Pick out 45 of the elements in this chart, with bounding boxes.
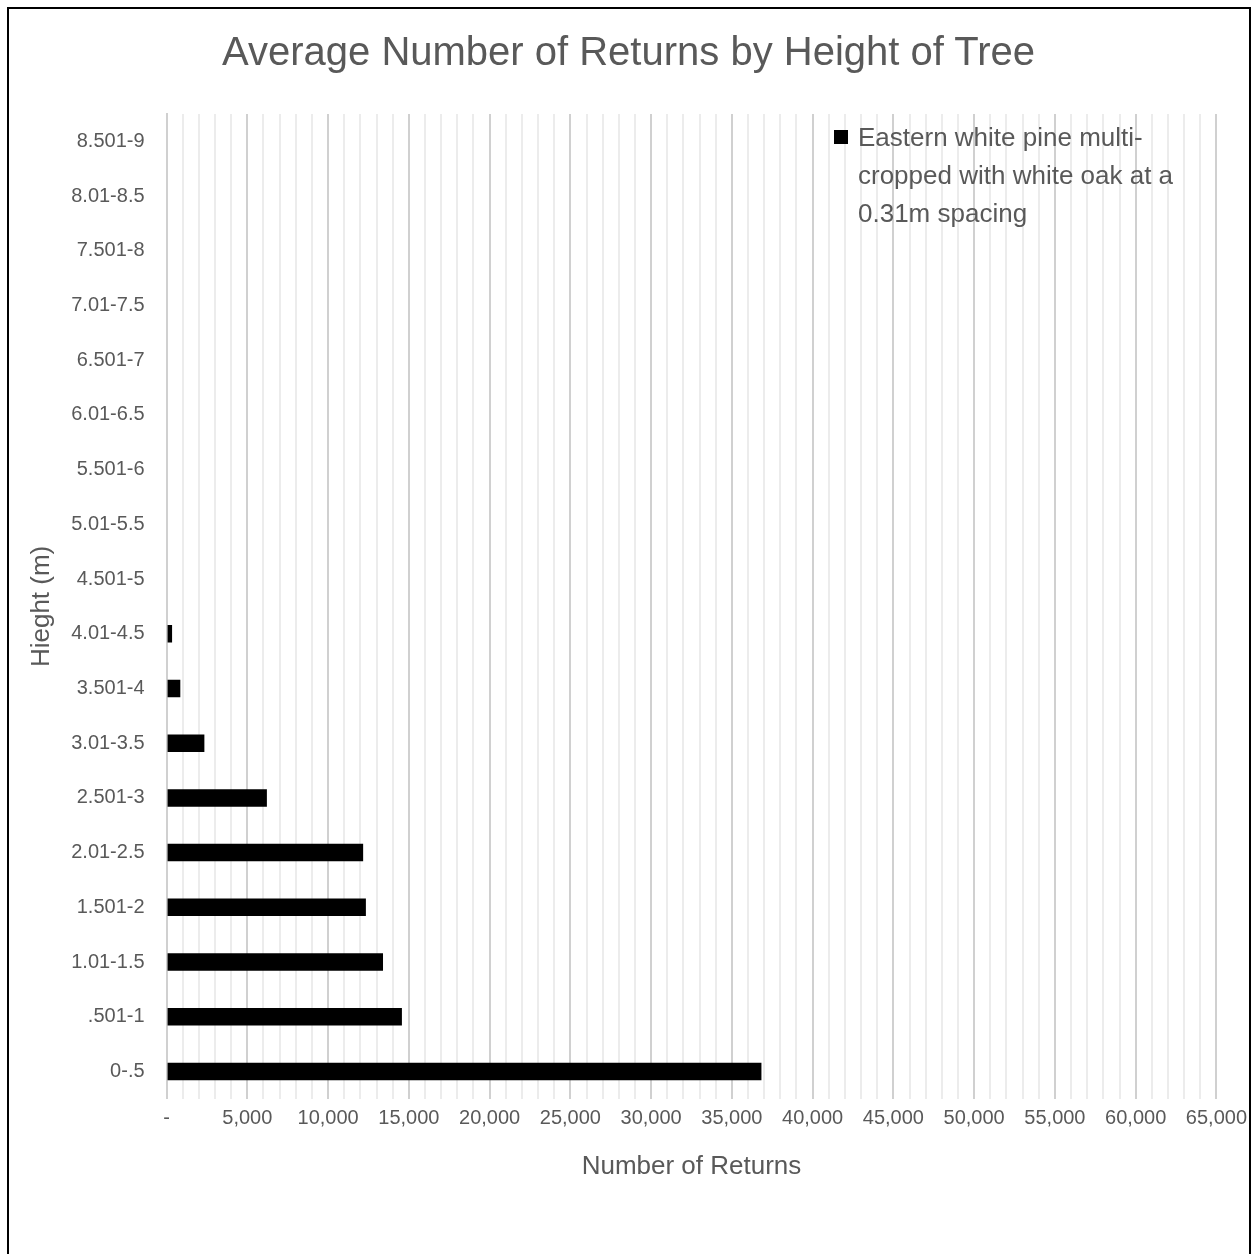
y-tick-label: 7.501-8 [76,238,145,261]
y-tick-label: 2.01-2.5 [71,840,145,863]
y-tick-label: 5.01-5.5 [71,511,145,534]
bar [167,1062,762,1081]
bar [167,679,181,698]
x-tick-label: 40,000 [782,1106,844,1129]
x-tick-label: 10,000 [297,1106,359,1129]
legend-label: Eastern white pine multi-cropped with white oak at a 0.31m spacing [858,121,1175,230]
x-tick-label: 60,000 [1105,1106,1167,1129]
bar [167,898,366,917]
bar [167,1007,402,1026]
bar [167,789,267,807]
bar [167,625,173,643]
y-tick-label: 3.01-3.5 [71,730,145,753]
x-tick-label: 50,000 [943,1106,1005,1129]
y-tick-label: 3.501-4 [76,675,145,698]
chart-title: Average Number of Returns by Height of Tree [221,29,1036,74]
x-tick-label: 15,000 [378,1106,440,1129]
y-tick-label: 2.501-3 [76,785,145,808]
x-axis-title: Number of Returns [581,1149,802,1180]
x-tick-label: 30,000 [620,1106,682,1129]
y-tick-label: .501-1 [87,1004,145,1027]
y-tick-label: 6.501-7 [76,347,145,370]
y-tick-label: 5.501-6 [76,457,145,480]
x-tick-label: 5,000 [222,1106,273,1129]
bar [167,734,205,752]
x-tick-label: 65,000 [1185,1106,1247,1129]
y-tick-label: 7.01-7.5 [71,293,145,315]
x-tick-label: 45,000 [862,1106,924,1129]
x-tick-label: 25,000 [539,1106,601,1129]
x-tick-label: - [163,1106,170,1129]
x-tick-label: 20,000 [459,1106,521,1129]
y-tick-label: 8.501-9 [76,128,145,151]
y-tick-label: 1.501-2 [76,894,145,917]
y-tick-label: 8.01-8.5 [71,183,145,206]
bar [167,953,384,971]
x-tick-label: 55,000 [1024,1106,1086,1129]
x-tick-label: 35,000 [701,1106,763,1129]
y-tick-label: 1.01-1.5 [71,949,145,972]
y-tick-label: 0-.5 [110,1058,145,1081]
y-axis-title: Hieght (m) [24,545,55,668]
bar [167,843,364,862]
y-tick-label: 4.501-5 [76,566,145,589]
y-tick-label: 6.01-6.5 [71,402,145,425]
y-tick-label: 4.01-4.5 [71,621,145,644]
